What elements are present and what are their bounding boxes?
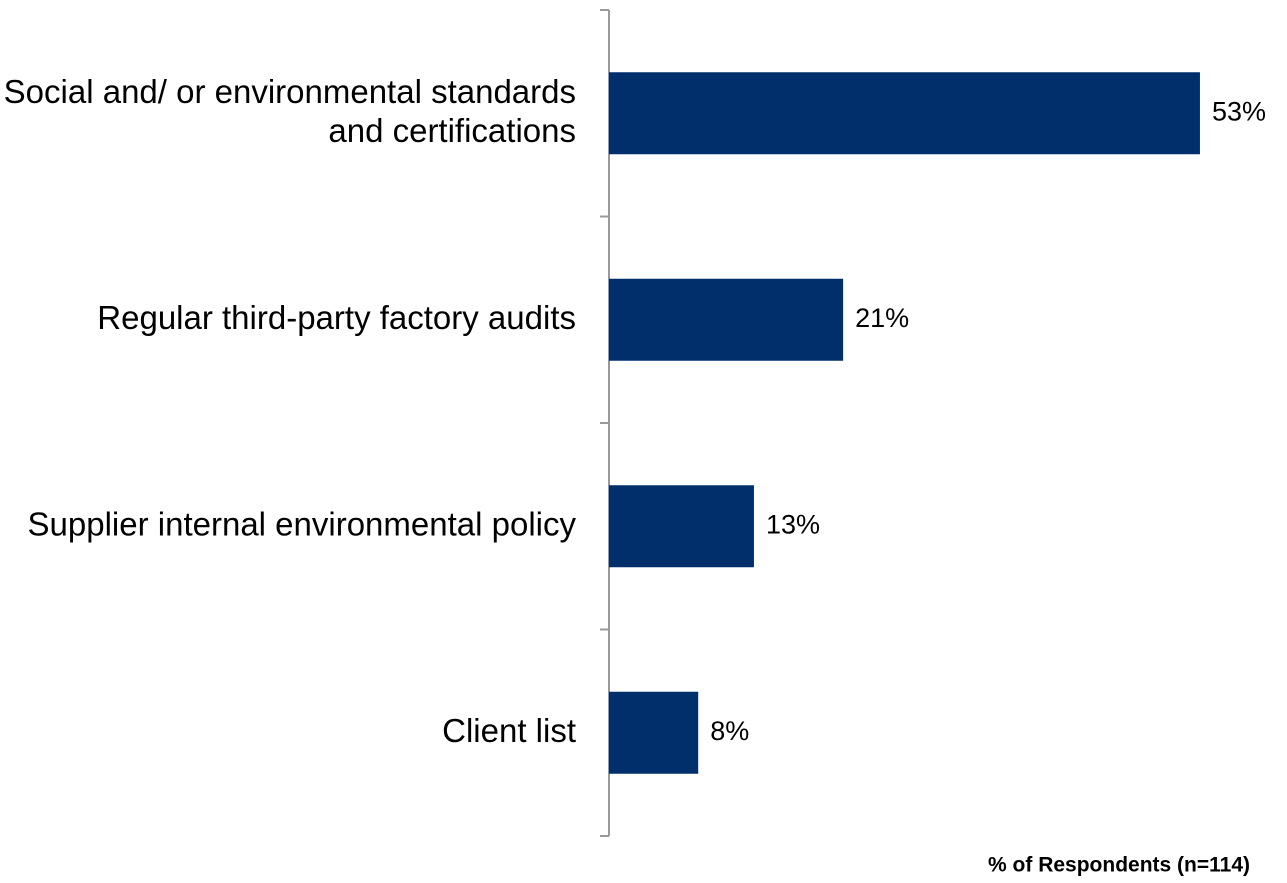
value-label: 13% xyxy=(766,509,820,539)
bar xyxy=(609,485,754,568)
value-label: 21% xyxy=(855,303,909,333)
value-label: 8% xyxy=(710,716,749,746)
bar xyxy=(609,72,1200,155)
category-label: Supplier internal environmental policy xyxy=(28,505,577,542)
value-label: 53% xyxy=(1212,96,1266,126)
category-label: Regular third-party factory audits xyxy=(97,298,576,335)
x-axis-label: % of Respondents (n=114) xyxy=(988,854,1250,877)
category-label: Social and/ or environmental standards an… xyxy=(4,72,576,148)
bar xyxy=(609,691,699,774)
bar xyxy=(609,278,844,361)
category-label: Client list xyxy=(442,711,576,748)
